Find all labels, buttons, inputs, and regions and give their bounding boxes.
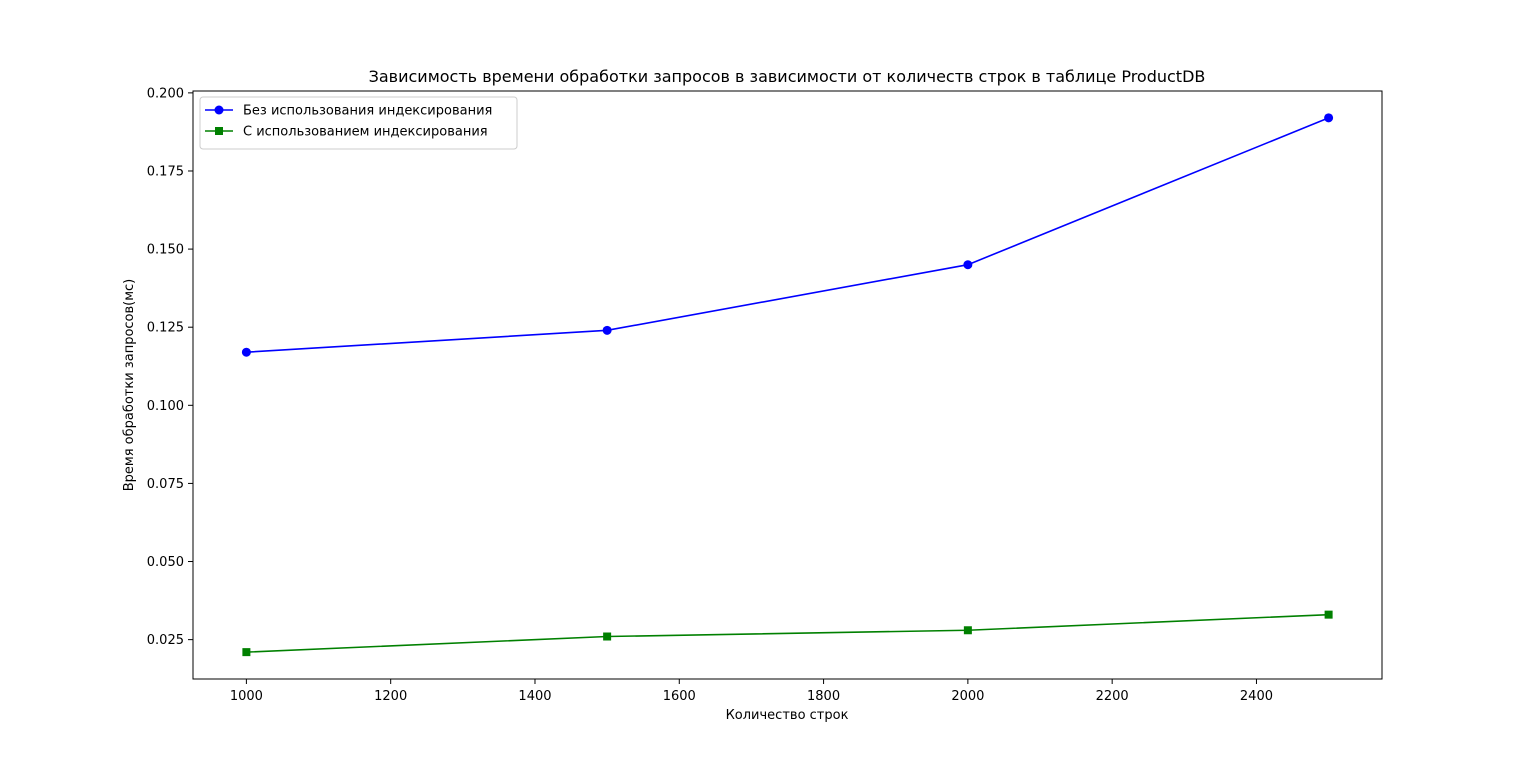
data-point xyxy=(241,347,251,357)
plot-frame xyxy=(192,90,1383,680)
legend-marker xyxy=(214,105,224,115)
x-tick-label: 1000 xyxy=(230,689,263,704)
y-tick-label: 0.075 xyxy=(147,477,184,492)
legend-item: Без использования индексирования xyxy=(205,104,492,119)
data-point xyxy=(603,632,612,641)
y-tick-label: 0.025 xyxy=(147,633,184,648)
legend: Без использования индексирования С исполь… xyxy=(199,96,518,150)
data-point xyxy=(602,325,612,335)
x-tick-label: 2400 xyxy=(1240,689,1273,704)
y-tick-label: 0.200 xyxy=(147,86,184,101)
chart-title: Зависимость времени обработки запросов в… xyxy=(369,67,1206,86)
y-tick-label: 0.150 xyxy=(147,243,184,258)
y-tick-label: 0.050 xyxy=(147,555,184,570)
legend-label: Без использования индексирования xyxy=(243,104,492,119)
data-point xyxy=(963,260,973,270)
x-axis-label: Количество строк xyxy=(726,708,849,723)
legend-frame xyxy=(199,96,518,150)
y-tick-label: 0.125 xyxy=(147,321,184,336)
axis-ticks: 1000 1200 1400 1600 1800 2000 2200 2400 0.025 0.0… xyxy=(147,86,1273,704)
series-layer xyxy=(241,113,1334,657)
data-point xyxy=(1324,610,1333,619)
y-tick-label: 0.175 xyxy=(147,164,184,179)
legend-marker xyxy=(215,127,223,135)
series-line xyxy=(246,613,1329,653)
x-tick-label: 1200 xyxy=(374,689,407,704)
series-1 xyxy=(241,113,1334,357)
data-point xyxy=(242,648,251,657)
legend-label: С использованием индексирования xyxy=(243,125,488,140)
series-line xyxy=(246,117,1329,353)
legend-item: С использованием индексирования xyxy=(205,125,488,140)
x-tick-label: 1600 xyxy=(663,689,696,704)
x-tick-label: 2200 xyxy=(1096,689,1129,704)
x-tick-label: 1800 xyxy=(807,689,840,704)
data-point xyxy=(1324,113,1334,123)
series-2 xyxy=(242,610,1333,657)
y-tick-label: 0.100 xyxy=(147,399,184,414)
x-tick-label: 2000 xyxy=(951,689,984,704)
x-tick-label: 1400 xyxy=(518,689,551,704)
y-axis-label: Время обработки запросов(мс) xyxy=(122,279,137,492)
data-point xyxy=(963,626,972,635)
